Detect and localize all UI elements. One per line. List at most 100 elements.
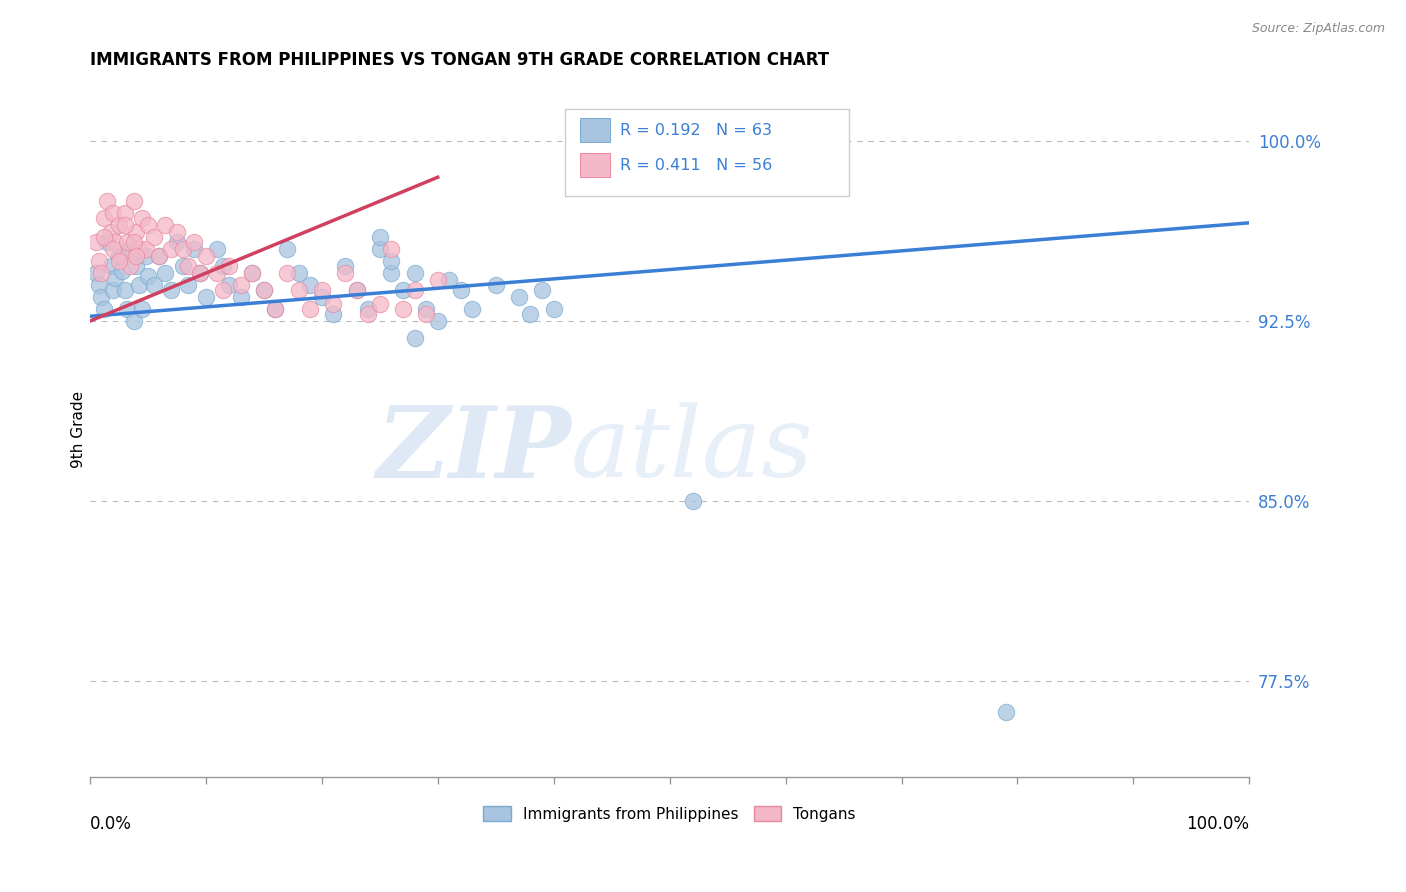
Point <box>90 290 112 304</box>
Point <box>508 290 530 304</box>
Point <box>101 242 124 256</box>
Point <box>104 271 127 285</box>
Point <box>122 314 145 328</box>
Point <box>93 302 115 317</box>
Point <box>177 278 200 293</box>
Point <box>207 266 229 280</box>
Point <box>131 211 153 225</box>
Point <box>357 302 380 317</box>
Point <box>142 230 165 244</box>
Point <box>111 249 134 263</box>
Point <box>322 297 344 311</box>
Point <box>346 283 368 297</box>
Point <box>392 302 415 317</box>
Point <box>100 226 122 240</box>
Point <box>122 194 145 209</box>
Point <box>207 242 229 256</box>
Point <box>240 266 263 280</box>
Point <box>108 249 131 263</box>
Point <box>311 290 333 304</box>
Point <box>104 235 127 249</box>
Point <box>114 206 136 220</box>
Point <box>108 254 131 268</box>
Point <box>333 266 356 280</box>
Point <box>682 494 704 508</box>
Point <box>253 283 276 297</box>
Point <box>368 242 391 256</box>
Point <box>415 302 437 317</box>
Point <box>148 249 170 263</box>
Y-axis label: 9th Grade: 9th Grade <box>72 391 86 467</box>
Text: 0.0%: 0.0% <box>90 815 132 833</box>
Point <box>439 273 461 287</box>
Point <box>125 249 148 263</box>
Point <box>114 218 136 232</box>
Point <box>194 249 217 263</box>
Point <box>120 259 142 273</box>
Point <box>299 278 322 293</box>
Point <box>333 259 356 273</box>
Point <box>404 331 426 345</box>
Point <box>101 283 124 297</box>
FancyBboxPatch shape <box>581 153 610 177</box>
Point <box>134 242 156 256</box>
Text: ZIP: ZIP <box>375 401 571 498</box>
Point <box>218 259 240 273</box>
Point <box>519 307 541 321</box>
Point <box>155 218 177 232</box>
Point <box>253 283 276 297</box>
Point <box>115 302 138 317</box>
Point <box>136 268 159 283</box>
Point <box>392 283 415 297</box>
FancyBboxPatch shape <box>581 119 610 142</box>
Point <box>128 242 150 256</box>
Point <box>172 242 194 256</box>
Point <box>136 218 159 232</box>
Point <box>177 259 200 273</box>
Point <box>485 278 508 293</box>
Point <box>240 266 263 280</box>
Text: R = 0.411   N = 56: R = 0.411 N = 56 <box>620 158 772 173</box>
Point <box>426 314 449 328</box>
Point <box>122 235 145 249</box>
Point <box>125 226 148 240</box>
Text: R = 0.192   N = 63: R = 0.192 N = 63 <box>620 123 772 138</box>
Point <box>131 302 153 317</box>
Point <box>311 283 333 297</box>
Point <box>172 259 194 273</box>
Point <box>155 266 177 280</box>
Point <box>218 278 240 293</box>
Text: atlas: atlas <box>571 402 814 498</box>
Point <box>96 235 118 249</box>
Point <box>229 278 252 293</box>
Point <box>346 283 368 297</box>
Point <box>450 283 472 297</box>
Point <box>100 259 122 273</box>
Point <box>125 259 148 273</box>
Point <box>108 218 131 232</box>
Point <box>264 302 287 317</box>
Legend: Immigrants from Philippines, Tongans: Immigrants from Philippines, Tongans <box>477 800 862 828</box>
Point <box>101 206 124 220</box>
Point <box>115 235 138 249</box>
Point <box>93 211 115 225</box>
Point <box>89 278 111 293</box>
Text: Source: ZipAtlas.com: Source: ZipAtlas.com <box>1251 22 1385 36</box>
Point <box>229 290 252 304</box>
FancyBboxPatch shape <box>565 109 849 196</box>
Point <box>188 266 211 280</box>
Point <box>415 307 437 321</box>
Point <box>96 194 118 209</box>
Point <box>264 302 287 317</box>
Point <box>543 302 565 317</box>
Point <box>380 266 402 280</box>
Point <box>183 242 205 256</box>
Point <box>322 307 344 321</box>
Point <box>287 266 309 280</box>
Point <box>404 283 426 297</box>
Point <box>128 278 150 293</box>
Point <box>90 266 112 280</box>
Text: IMMIGRANTS FROM PHILIPPINES VS TONGAN 9TH GRADE CORRELATION CHART: IMMIGRANTS FROM PHILIPPINES VS TONGAN 9T… <box>90 51 830 69</box>
Point <box>134 249 156 263</box>
Point <box>84 266 107 280</box>
